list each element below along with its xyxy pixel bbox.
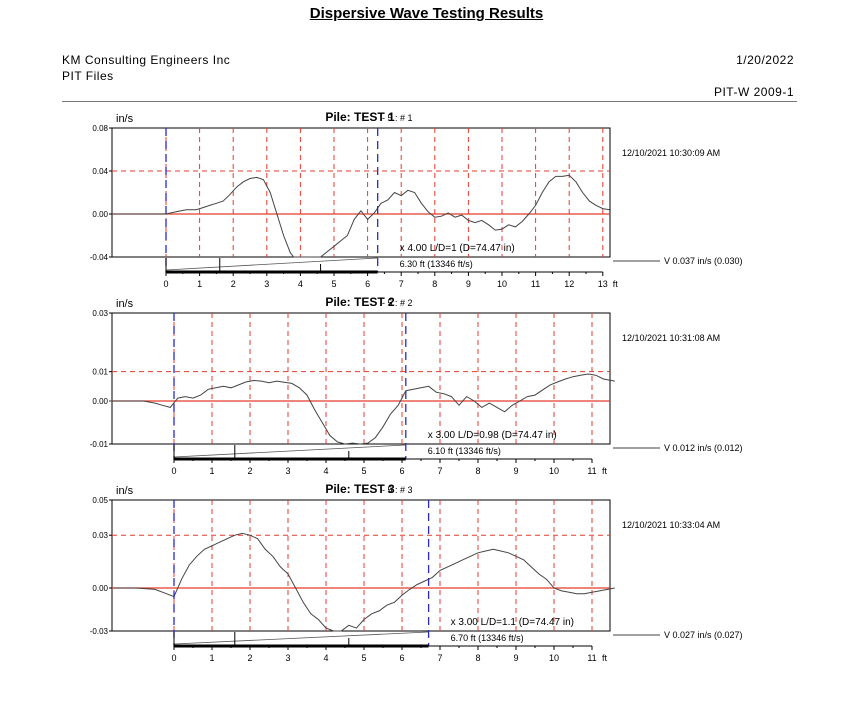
chart-title-suffix: - 5 : # 1 — [382, 113, 413, 123]
plot-frame-3 — [111, 499, 611, 632]
velocity-trace — [112, 174, 610, 258]
x-tick-label: 10 — [549, 653, 559, 663]
x-tick-label: 4 — [323, 466, 328, 476]
x-tick-label: 3 — [285, 466, 290, 476]
y-tick-label: 0.00 — [92, 210, 108, 219]
y-axis-unit: in/s — [116, 298, 134, 310]
x-tick-label: 1 — [197, 279, 202, 289]
x-tick-label: 11 — [587, 466, 596, 476]
x-unit-label: ft — [602, 466, 608, 476]
x-unit-label: ft — [602, 653, 608, 663]
x-tick-label: 13 — [598, 279, 608, 289]
x-tick-label: 5 — [361, 466, 366, 476]
x-tick-label: 6 — [399, 653, 404, 663]
x-tick-label: 4 — [298, 279, 303, 289]
report-title: Dispersive Wave Testing Results — [309, 5, 544, 22]
x-tick-label: 0 — [163, 279, 168, 289]
x-tick-label: 6 — [399, 466, 404, 476]
y-tick-label: 0.04 — [92, 167, 108, 176]
length-label: 6.70 ft (13346 ft/s) — [451, 633, 524, 643]
timestamp: 12/10/2021 10:33:04 AM — [622, 520, 720, 530]
x-tick-label: 12 — [564, 279, 574, 289]
x-tick-label: 10 — [549, 466, 559, 476]
velocity-label: V 0.037 in/s (0.030) — [664, 256, 743, 266]
amplification-ramp — [173, 631, 429, 645]
x-tick-label: 2 — [247, 466, 252, 476]
x-tick-label: 8 — [475, 653, 480, 663]
x-tick-label: 10 — [497, 279, 507, 289]
velocity-trace — [113, 532, 615, 632]
report-date: 1/20/2022 — [736, 53, 794, 67]
product-code: PIT-W 2009-1 — [713, 85, 794, 99]
plot-frame-1 — [111, 127, 611, 258]
x-tick-label: 1 — [209, 653, 214, 663]
y-tick-label: -0.03 — [90, 627, 109, 636]
timestamp: 12/10/2021 10:31:08 AM — [622, 333, 720, 343]
length-label: 6.10 ft (13346 ft/s) — [428, 446, 501, 456]
x-tick-label: 9 — [466, 279, 471, 289]
velocity-label: V 0.027 in/s (0.027) — [664, 630, 743, 640]
x-tick-label: 3 — [285, 653, 290, 663]
y-tick-label: 0.03 — [92, 309, 108, 318]
y-tick-label: 0.01 — [92, 368, 108, 377]
section-name: PIT Files — [62, 69, 114, 83]
x-tick-label: 2 — [231, 279, 236, 289]
y-tick-label: 0.08 — [92, 124, 108, 133]
amplification-ramp — [173, 444, 406, 458]
y-axis-unit: in/s — [116, 485, 134, 497]
x-tick-label: 0 — [171, 466, 176, 476]
x-tick-label: 1 — [209, 466, 214, 476]
x-tick-label: 11 — [587, 653, 596, 663]
x-tick-label: 0 — [171, 653, 176, 663]
x-tick-label: 8 — [475, 466, 480, 476]
chart-title: Pile: TEST 3 — [325, 482, 395, 496]
plot-frame-2 — [111, 312, 611, 445]
x-tick-label: 2 — [247, 653, 252, 663]
y-tick-label: 0.03 — [92, 531, 108, 540]
x-unit-label: ft — [613, 279, 619, 289]
x-tick-label: 8 — [432, 279, 437, 289]
y-tick-label: -0.01 — [90, 440, 109, 449]
velocity-label: V 0.012 in/s (0.012) — [664, 443, 743, 453]
y-axis-unit: in/s — [116, 113, 134, 125]
y-tick-label: 0.00 — [92, 397, 108, 406]
y-tick-label: -0.04 — [90, 253, 109, 262]
x-tick-label: 5 — [331, 279, 336, 289]
amplification-label: x 3.00 L/D=0.98 (D=74.47 in) — [428, 430, 557, 441]
chart-title-suffix: - 5 : # 2 — [382, 298, 413, 308]
header-divider — [62, 101, 797, 102]
chart-title-suffix: - 5 : # 3 — [382, 485, 413, 495]
x-tick-label: 4 — [323, 653, 328, 663]
amplification-label: x 4.00 L/D=1 (D=74.47 in) — [400, 243, 515, 254]
x-tick-label: 7 — [437, 466, 442, 476]
company-name: KM Consulting Engineers Inc — [62, 53, 231, 67]
chart-title: Pile: TEST 2 — [325, 295, 395, 309]
x-tick-label: 9 — [513, 653, 518, 663]
x-tick-label: 5 — [361, 653, 366, 663]
amplification-label: x 3.00 L/D=1.1 (D=74.47 in) — [451, 617, 574, 628]
x-tick-label: 7 — [399, 279, 404, 289]
length-label: 6.30 ft (13346 ft/s) — [400, 259, 473, 269]
x-tick-label: 9 — [513, 466, 518, 476]
velocity-trace — [109, 373, 615, 445]
x-tick-label: 11 — [531, 279, 540, 289]
timestamp: 12/10/2021 10:30:09 AM — [622, 148, 720, 158]
y-tick-label: 0.05 — [92, 496, 108, 505]
x-tick-label: 6 — [365, 279, 370, 289]
x-tick-label: 7 — [437, 653, 442, 663]
y-tick-label: 0.00 — [92, 584, 108, 593]
amplification-ramp — [165, 257, 378, 271]
x-tick-label: 3 — [264, 279, 269, 289]
chart-title: Pile: TEST 1 — [325, 110, 395, 124]
